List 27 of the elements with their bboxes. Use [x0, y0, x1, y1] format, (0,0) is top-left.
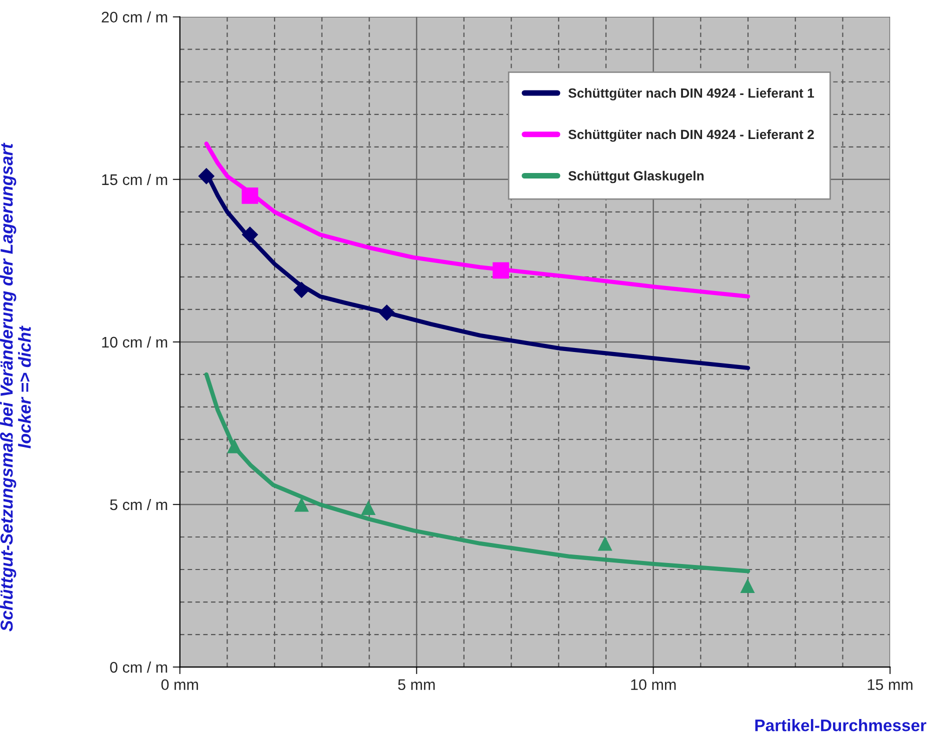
line-series — [204, 372, 750, 574]
x-tick-label: 15 mm — [868, 679, 912, 690]
point — [242, 187, 258, 204]
point — [492, 262, 510, 279]
point — [598, 536, 612, 551]
y-tick-label: 20 cm / m — [102, 11, 168, 23]
legend-label: Schüttgüter nach DIN 4924 - Lieferant 1 — [568, 88, 814, 100]
point — [740, 578, 755, 594]
legend-label: Schüttgüter nach DIN 4924 - Lieferant 2 — [568, 129, 814, 142]
point — [378, 304, 395, 321]
x-axis-title: Partikel-Durchmesser — [755, 719, 926, 732]
y-tick-label: 15 cm / m — [102, 174, 168, 186]
line-series — [204, 142, 750, 299]
y-tick-label: 5 cm / m — [110, 498, 168, 510]
point — [361, 500, 376, 516]
point — [242, 226, 258, 243]
point — [198, 168, 215, 184]
x-tick-label: 10 mm — [631, 679, 676, 690]
point — [294, 497, 309, 512]
y-tick-label: 0 cm / m — [110, 661, 168, 673]
x-tick-label: 5 mm — [398, 679, 435, 690]
point — [227, 438, 242, 454]
legend-label: Schüttgut Glaskugeln — [568, 170, 704, 184]
point — [293, 282, 310, 298]
x-tick-label: 0 mm — [161, 679, 198, 690]
y-axis-title: Schüttgut-Setzungsmaß bei Veränderung der Lagerungsart locker => dicht — [0, 142, 31, 632]
y-tick-label: 10 cm / m — [102, 336, 168, 348]
